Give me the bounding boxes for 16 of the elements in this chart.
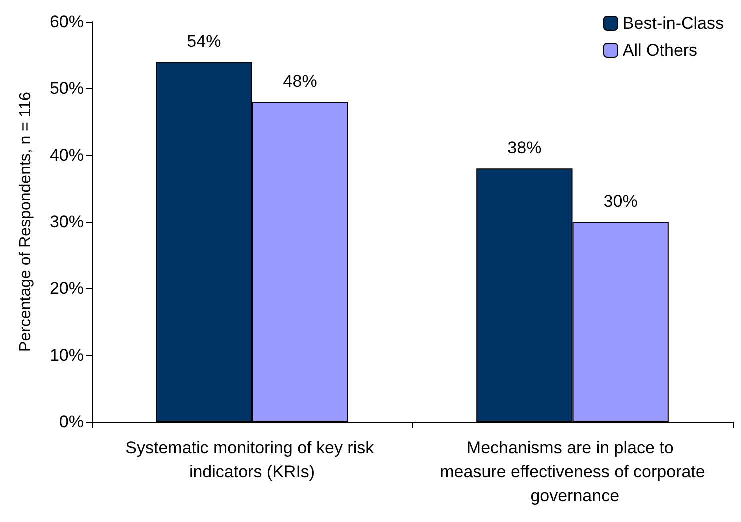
data-label: 38% — [508, 138, 542, 158]
data-label: 54% — [187, 32, 222, 51]
y-tick-label: 20% — [50, 279, 84, 298]
y-tick-label: 40% — [50, 146, 84, 165]
legend-label: All Others — [622, 41, 698, 60]
x-tick-label: Systematic monitoring of key risk indicators (KRIs) — [126, 438, 379, 482]
y-tick-label: 50% — [50, 79, 84, 98]
y-tick-label: 60% — [50, 12, 84, 32]
data-label: 30% — [604, 192, 638, 211]
y-tick-label: 0% — [59, 412, 84, 432]
y-tick-label: 10% — [50, 346, 84, 365]
x-tick-label: Mechanisms are in place to measure effectiveness of corporate governance — [440, 438, 706, 506]
data-label: 48% — [283, 72, 318, 91]
legend-label: Best-in-Class — [622, 14, 724, 33]
y-axis-title: Percentage of Respondents, n = 116 — [18, 92, 34, 352]
y-tick-label: 30% — [50, 212, 84, 232]
